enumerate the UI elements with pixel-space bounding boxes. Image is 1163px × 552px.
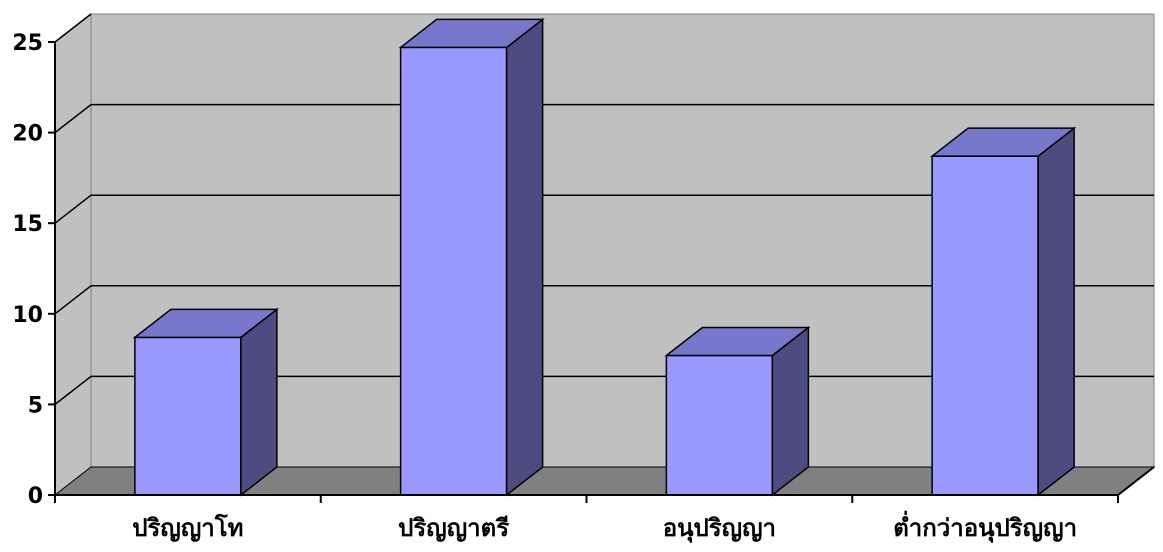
bar-top — [132, 308, 280, 339]
x-category-label: ต่ำกว่าอนุปริญญา — [893, 510, 1077, 544]
bar-front — [134, 336, 242, 496]
bar-top — [398, 18, 545, 49]
chart-y-ticks: 0 5 10 15 20 25 — [12, 31, 55, 509]
y-tick-label: 15 — [12, 212, 43, 237]
y-tick-label: 5 — [28, 393, 43, 418]
bar-2 — [398, 17, 545, 497]
bar-front — [665, 354, 774, 496]
bar-top — [664, 326, 811, 357]
chart-bars — [132, 17, 1077, 497]
x-category-label: อนุปริญญา — [663, 514, 776, 544]
gridline-side — [54, 375, 92, 405]
bar-front — [931, 155, 1039, 496]
bar-side — [505, 17, 544, 497]
chart-x-categories: ปริญญาโท ปริญญาตรี อนุปริญญา ต่ำกว่าอนุปริญ… — [54, 495, 1119, 544]
bar-side — [1037, 126, 1075, 497]
gridline-side — [54, 285, 92, 315]
side-wall — [54, 12, 92, 497]
bar-side — [240, 307, 278, 497]
y-tick-label: 10 — [12, 303, 43, 328]
bar-3 — [664, 325, 811, 497]
bar-4 — [929, 126, 1077, 497]
bar-front — [399, 46, 508, 496]
gridline-side — [54, 194, 92, 224]
gridline-side — [54, 104, 92, 134]
x-category-label: ปริญญาโท — [132, 513, 243, 542]
bar-side — [771, 325, 810, 497]
bar-1 — [132, 307, 280, 497]
x-category-label: ปริญญาตรี — [398, 514, 509, 542]
y-tick-label: 0 — [28, 484, 43, 509]
bar-top — [929, 127, 1077, 157]
y-tick-label: 20 — [12, 122, 43, 147]
y-tick-label: 25 — [12, 31, 43, 56]
gridline-side — [54, 13, 92, 43]
floor-edge — [1117, 466, 1155, 496]
